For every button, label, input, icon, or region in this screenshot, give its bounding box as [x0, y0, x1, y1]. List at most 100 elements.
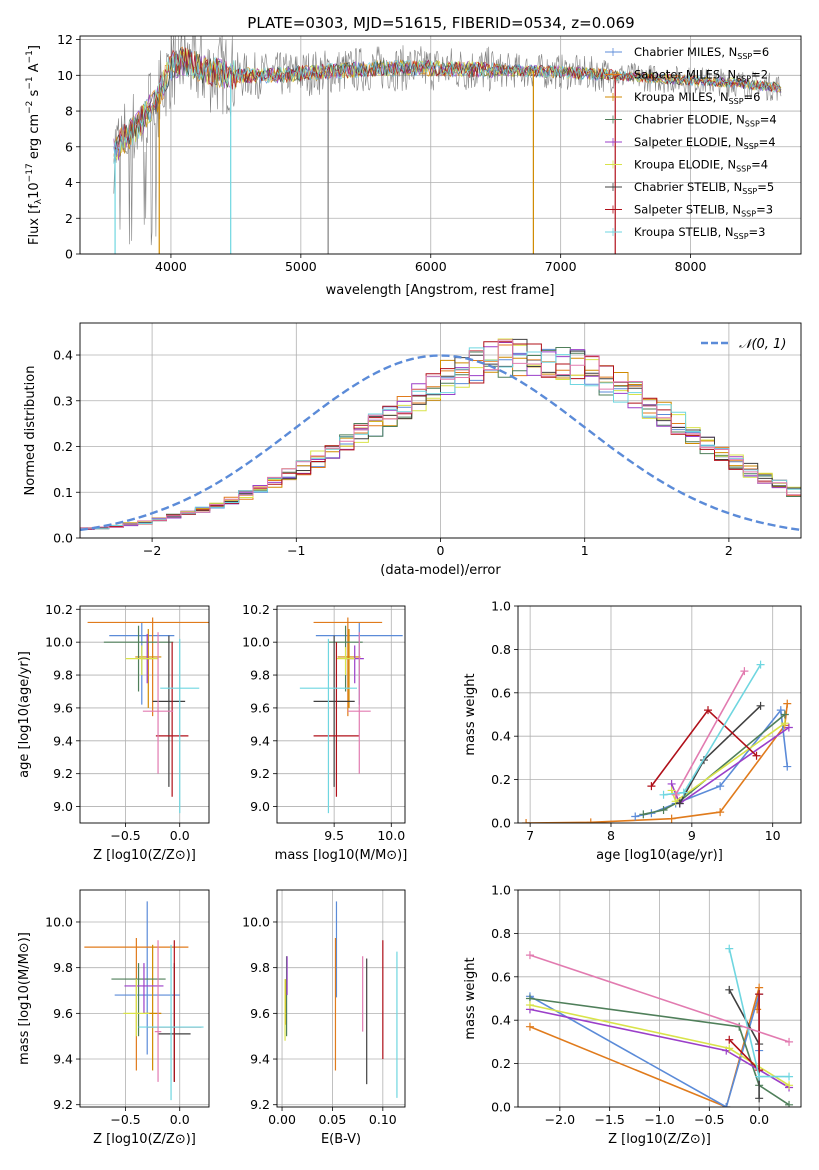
- y-axis-label: Normed distribution: [23, 366, 38, 496]
- x-axis-label: E(B-V): [321, 1132, 361, 1147]
- weight-point-marker: [785, 1100, 794, 1107]
- weight-point-marker: [647, 782, 656, 791]
- weight-point-marker: [740, 667, 749, 676]
- y-tick-label: 12: [57, 32, 73, 47]
- y-tick-label: 0.0: [491, 1100, 511, 1115]
- y-tick-label: 9.2: [250, 1097, 270, 1112]
- y-tick-label: 9.8: [250, 960, 270, 975]
- x-tick-label: 9: [688, 828, 696, 843]
- weight-point-marker: [525, 951, 534, 960]
- x-tick-label: 6000: [415, 259, 447, 274]
- weight-point-marker: [716, 782, 725, 791]
- y-tick-label: 10: [57, 68, 73, 83]
- y-tick-label: 0.4: [491, 1013, 511, 1028]
- y-tick-label: 1.0: [491, 599, 511, 614]
- weight-point-marker: [785, 1081, 794, 1090]
- weight-series-line: [650, 709, 758, 787]
- weight-point-marker: [725, 985, 734, 994]
- weight-series-line: [635, 708, 789, 818]
- axes-frame: [79, 605, 210, 824]
- y-tick-label: 9.8: [53, 960, 73, 975]
- x-tick-label: 8000: [675, 259, 707, 274]
- weight-point-marker: [755, 990, 764, 999]
- y-tick-label: 10.0: [45, 635, 73, 650]
- y-tick-label: 9.0: [250, 799, 270, 814]
- weight-series-line: [526, 703, 789, 823]
- x-tick-label: 7000: [545, 259, 577, 274]
- spectrum-panel: 4000 5000 6000 7000 8000 0 2 4 6 8 10 12 Flux [fλ10−…: [25, 32, 802, 298]
- x-tick-label: −2.0: [545, 1112, 575, 1127]
- y-tick-label: 9.6: [53, 700, 73, 715]
- weight-series-line: [529, 954, 790, 1043]
- age_vs_mass-marks: [299, 617, 403, 814]
- x-tick-label: 4000: [155, 259, 187, 274]
- weight-point-marker: [704, 706, 713, 715]
- legend-entry: Salpeter MILES, NSSP=2: [634, 68, 768, 84]
- weight-point-marker: [785, 1072, 794, 1081]
- y-axis-label: mass weight: [463, 957, 478, 1039]
- x-tick-label: 10: [765, 828, 781, 843]
- y-tick-label: 10.2: [45, 602, 73, 617]
- x-axis-label: wavelength [Angstrom, rest frame]: [326, 283, 555, 298]
- y-tick-label: 9.4: [53, 733, 73, 748]
- residuals-marks: [80, 338, 801, 538]
- weight-series-line: [643, 713, 786, 816]
- age_vs_Z-panel: −0.5 0.0 9.0 9.2 9.4 9.6 9.8 10.0 10.2 Z [log10(Z…: [17, 602, 210, 863]
- spectrum-marks: [113, 36, 782, 254]
- axes-frame: [79, 889, 210, 1108]
- weight-point-marker: [780, 719, 789, 728]
- y-tick-label: 0.2: [491, 1056, 511, 1071]
- y-tick-label: 9.6: [250, 700, 270, 715]
- y-tick-label: 8: [65, 104, 73, 119]
- weight-point-marker: [586, 818, 595, 823]
- x-tick-label: −0.5: [694, 1112, 724, 1127]
- x-tick-label: −1.5: [594, 1112, 624, 1127]
- x-tick-label: 0.0: [749, 1112, 769, 1127]
- x-tick-label: 2: [725, 543, 733, 558]
- x-axis-label: mass [log10(M/M⊙)]: [275, 848, 408, 863]
- y-tick-label: 9.4: [53, 1052, 73, 1067]
- weight-point-marker: [679, 788, 688, 797]
- x-tick-label: 0.05: [319, 1112, 347, 1127]
- axes-frame: [517, 605, 802, 824]
- mass_vs_EBV-marks: [284, 901, 398, 1098]
- weight-point-marker: [716, 808, 725, 817]
- y-tick-label: 0.2: [53, 439, 73, 454]
- y-tick-label: 0.6: [491, 685, 511, 700]
- legend-entry: 𝒩(0, 1): [739, 337, 786, 352]
- y-tick-label: 10.0: [242, 635, 270, 650]
- normal-curve: [80, 354, 801, 532]
- legend-entry: Chabrier STELIB, NSSP=5: [634, 180, 774, 196]
- weight-point-marker: [783, 762, 792, 771]
- weight_vs_Z-marks: [525, 944, 794, 1107]
- age_vs_mass-panel: 9.5 10.0 9.0 9.2 9.4 9.6 9.8 10.0 10.2 mass [log1…: [242, 602, 407, 863]
- mass_vs_EBV-panel: 0.00 0.05 0.10 9.2 9.4 9.6 9.8 10.0 E(B-V): [242, 889, 406, 1147]
- age_vs_Z-marks: [87, 617, 209, 814]
- x-tick-label: 0.0: [170, 828, 190, 843]
- mass_vs_EBV-grid: [277, 890, 405, 1107]
- weight-point-marker: [675, 799, 684, 808]
- y-tick-label: 9.2: [250, 766, 270, 781]
- x-axis-label: Z [log10(Z/Z⊙)]: [93, 848, 196, 863]
- weight-point-marker: [725, 944, 734, 953]
- y-tick-label: 0.4: [53, 348, 73, 363]
- x-axis-label: (data-model)/error: [380, 563, 501, 578]
- weight-point-marker: [756, 660, 765, 669]
- residuals-panel: −2 −1 0 1 2 0.0 0.1 0.2 0.3 0.4 (data-model)/error…: [23, 322, 802, 578]
- y-tick-label: 0.3: [53, 393, 73, 408]
- y-tick-label: 0.8: [491, 926, 511, 941]
- weight-point-marker: [525, 1001, 534, 1010]
- weight-series-line: [675, 670, 746, 796]
- weight-point-marker: [755, 1094, 764, 1103]
- age_vs_Z-grid: [80, 606, 209, 823]
- weight-point-marker: [755, 1072, 764, 1081]
- weight-point-marker: [639, 810, 648, 819]
- axes-frame: [276, 605, 406, 824]
- weight-point-marker: [525, 1022, 534, 1031]
- x-tick-label: 0.0: [170, 1112, 190, 1127]
- y-tick-label: 0.0: [53, 531, 73, 546]
- y-tick-label: 9.2: [53, 766, 73, 781]
- weight-point-marker: [725, 1035, 734, 1044]
- x-tick-label: 0: [437, 543, 445, 558]
